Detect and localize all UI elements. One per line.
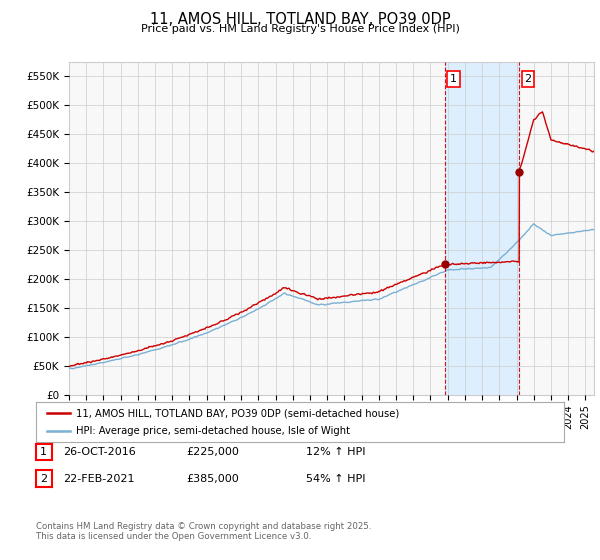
Text: 11, AMOS HILL, TOTLAND BAY, PO39 0DP (semi-detached house): 11, AMOS HILL, TOTLAND BAY, PO39 0DP (se… [76,408,399,418]
Text: HPI: Average price, semi-detached house, Isle of Wight: HPI: Average price, semi-detached house,… [76,426,350,436]
Text: £385,000: £385,000 [186,474,239,484]
Text: 22-FEB-2021: 22-FEB-2021 [63,474,134,484]
Text: 26-OCT-2016: 26-OCT-2016 [63,447,136,457]
Text: £225,000: £225,000 [186,447,239,457]
Text: 2: 2 [524,74,532,84]
Text: 1: 1 [450,74,457,84]
Text: 1: 1 [40,447,47,457]
Text: Price paid vs. HM Land Registry's House Price Index (HPI): Price paid vs. HM Land Registry's House … [140,24,460,34]
Text: 12% ↑ HPI: 12% ↑ HPI [306,447,365,457]
Text: 54% ↑ HPI: 54% ↑ HPI [306,474,365,484]
Text: 11, AMOS HILL, TOTLAND BAY, PO39 0DP: 11, AMOS HILL, TOTLAND BAY, PO39 0DP [149,12,451,27]
Text: 2: 2 [40,474,47,484]
Text: Contains HM Land Registry data © Crown copyright and database right 2025.
This d: Contains HM Land Registry data © Crown c… [36,522,371,542]
Bar [445,62,519,395]
